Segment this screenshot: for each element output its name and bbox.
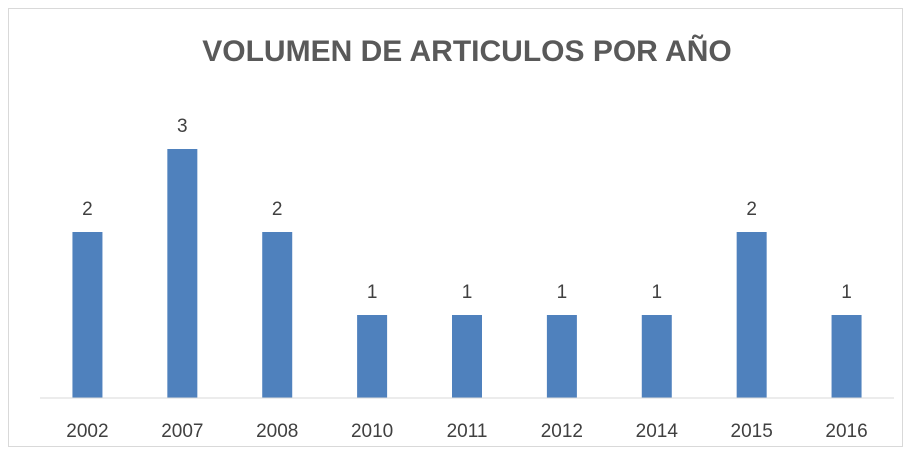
bar [641, 315, 672, 398]
data-label: 2 [746, 199, 757, 220]
x-tick-label: 2012 [541, 421, 583, 442]
data-label: 1 [651, 282, 662, 303]
x-tick-label: 2002 [66, 421, 108, 442]
bar [357, 315, 388, 398]
data-label: 1 [462, 282, 473, 303]
bar [831, 315, 862, 398]
data-label: 3 [177, 116, 188, 137]
bar [736, 232, 767, 398]
x-tick-label: 2008 [256, 421, 298, 442]
bar [262, 232, 293, 398]
bar [546, 315, 577, 398]
data-label: 1 [841, 282, 852, 303]
data-label: 2 [82, 199, 93, 220]
data-label: 1 [557, 282, 568, 303]
x-tick-label: 2015 [731, 421, 773, 442]
chart-title: VOLUMEN DE ARTICULOS POR AÑO [202, 34, 731, 68]
x-tick-label: 2010 [351, 421, 393, 442]
bar [452, 315, 482, 398]
x-tick-label: 2007 [161, 421, 203, 442]
data-label: 1 [367, 282, 378, 303]
x-tick-label: 2014 [636, 421, 679, 442]
data-label: 2 [272, 199, 283, 220]
bar [167, 149, 198, 398]
bar [72, 232, 103, 398]
x-tick-label: 2011 [447, 421, 488, 442]
x-tick-label: 2016 [825, 421, 867, 442]
